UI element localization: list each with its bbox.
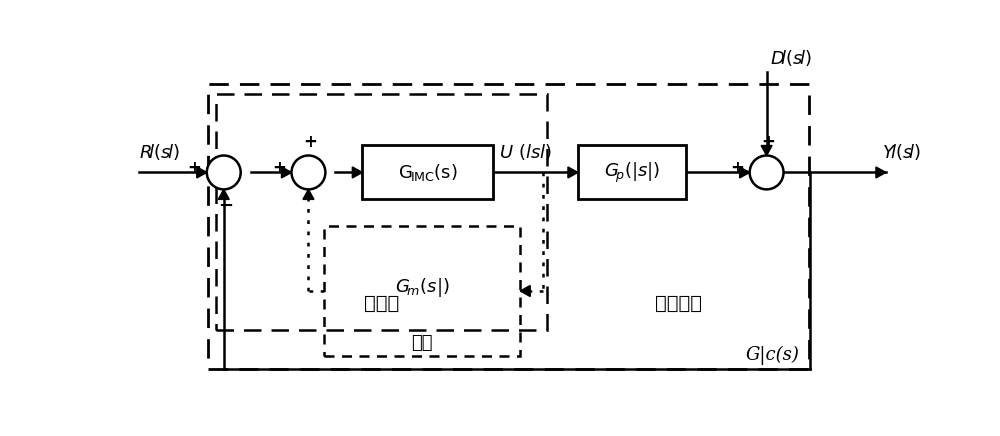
- Polygon shape: [282, 167, 292, 178]
- Text: +: +: [188, 159, 201, 177]
- Text: 控制器: 控制器: [364, 294, 399, 313]
- Text: +: +: [761, 133, 775, 151]
- Polygon shape: [197, 167, 207, 178]
- Text: −: −: [218, 197, 233, 215]
- Polygon shape: [761, 146, 772, 156]
- Text: $\mathit{U}\ (\mathit{l}\mathit{s}\mathit{l})$: $\mathit{U}\ (\mathit{l}\mathit{s}\mathi…: [499, 143, 552, 163]
- Bar: [362, 146, 493, 199]
- Text: 受控过程: 受控过程: [655, 294, 702, 313]
- Bar: [578, 146, 686, 199]
- Circle shape: [750, 156, 784, 189]
- Polygon shape: [876, 167, 886, 178]
- Polygon shape: [520, 286, 530, 296]
- Bar: [324, 226, 520, 356]
- Circle shape: [207, 156, 241, 189]
- Text: +: +: [730, 159, 744, 177]
- Circle shape: [292, 156, 325, 189]
- Text: +: +: [272, 159, 286, 177]
- Text: $\mathit{D}\!\mathit{l}(\mathit{s}\!\mathit{l})$: $\mathit{D}\!\mathit{l}(\mathit{s}\!\mat…: [770, 48, 812, 68]
- Polygon shape: [218, 189, 229, 199]
- Text: G|c(s): G|c(s): [746, 346, 800, 365]
- Text: 模型: 模型: [411, 334, 433, 352]
- Polygon shape: [352, 167, 362, 178]
- Polygon shape: [740, 167, 750, 178]
- Polygon shape: [568, 167, 578, 178]
- Bar: [208, 84, 809, 369]
- Text: $\mathrm{G}_{\!\mathrm{IMC}}\mathrm{(s)}$: $\mathrm{G}_{\!\mathrm{IMC}}\mathrm{(s)}…: [398, 162, 458, 183]
- Text: $\mathit{R}\!\mathit{l}(\mathit{s}\!\mathit{l})$: $\mathit{R}\!\mathit{l}(\mathit{s}\!\mat…: [139, 142, 180, 162]
- Text: +: +: [303, 133, 317, 151]
- Text: $\mathit{Y}\!\mathit{l}(\mathit{s}\!\mathit{l})$: $\mathit{Y}\!\mathit{l}(\mathit{s}\!\mat…: [882, 142, 921, 162]
- Text: $\mathit{G}_{\!p}\mathit{(}$|$\mathit{s}$|$\mathit{)}$: $\mathit{G}_{\!p}\mathit{(}$|$\mathit{s}…: [604, 160, 660, 184]
- Polygon shape: [303, 189, 314, 199]
- Bar: [216, 94, 547, 330]
- Text: $\mathit{G}_{\!\mathit{m}}\mathit{(s}$|$\mathit{)}$: $\mathit{G}_{\!\mathit{m}}\mathit{(s}$|$…: [395, 276, 449, 299]
